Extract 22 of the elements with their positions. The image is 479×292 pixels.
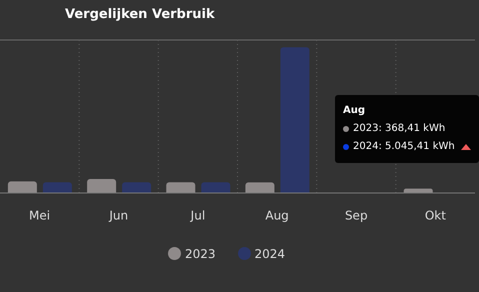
bar xyxy=(245,182,274,193)
x-tick-label: Jun xyxy=(108,208,128,223)
bar xyxy=(8,181,37,193)
annotation: Aug xyxy=(343,104,366,118)
annotation: 2023: 368,41 kWh xyxy=(353,122,446,136)
bar xyxy=(87,179,116,193)
x-tick-label: Jul xyxy=(190,208,206,223)
x-tick-label: Aug xyxy=(265,208,289,223)
bar xyxy=(42,182,72,193)
x-tick-label: Mei xyxy=(29,208,50,223)
bar xyxy=(201,182,230,193)
x-tick-label: Okt xyxy=(424,208,446,223)
legend-label: 2023 xyxy=(184,247,216,261)
bar xyxy=(280,47,310,193)
bar xyxy=(122,182,152,193)
annotation: 2024: 5.045,41 kWh xyxy=(353,140,455,154)
chart-title: Vergelijken Verbruik xyxy=(65,7,215,22)
legend-label: 2024 xyxy=(254,247,286,261)
bar xyxy=(404,188,433,193)
x-tick-label: Sep xyxy=(344,208,368,223)
tooltip-box: Aug 2023: 368,41 kWh 2024: 5.045,41 kWh xyxy=(335,95,479,163)
bar xyxy=(166,182,196,193)
